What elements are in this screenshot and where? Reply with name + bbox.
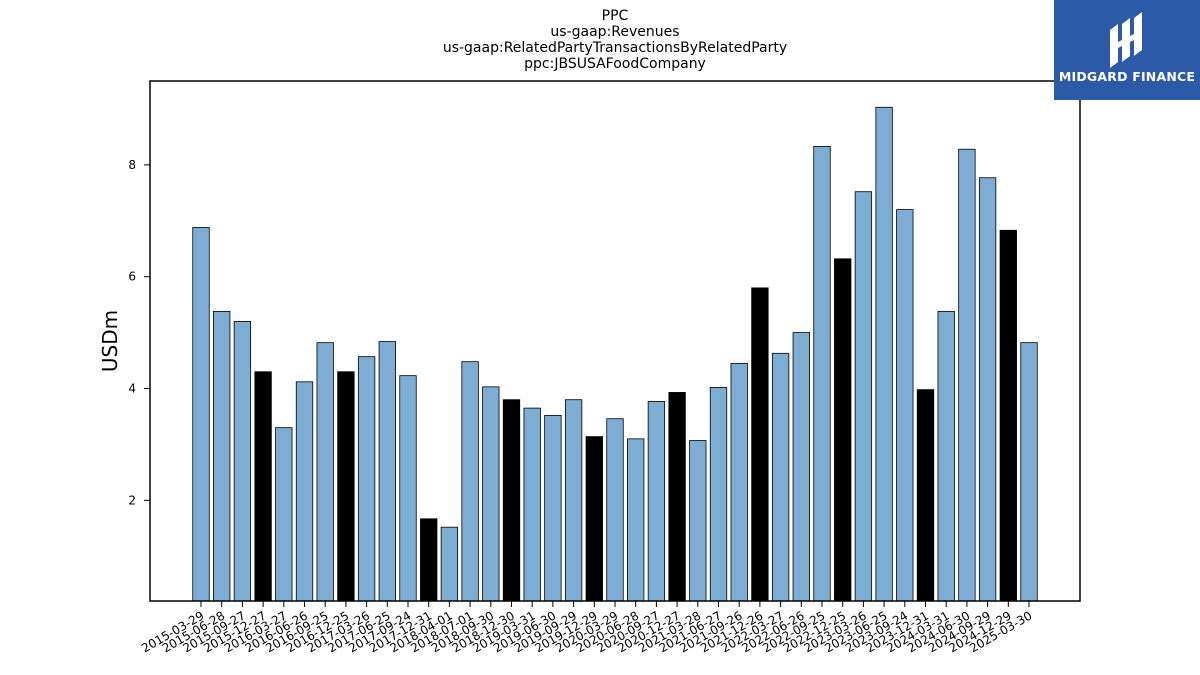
bar-2015-03-29 — [192, 227, 210, 602]
bar-2019-09-29 — [564, 399, 583, 602]
bar-2018-09-30 — [482, 386, 500, 602]
bar-2021-03-28 — [689, 440, 707, 602]
bar-2020-09-27 — [647, 400, 666, 602]
bar-2016-06-26 — [295, 381, 314, 602]
title-line-3: ppc:JBSUSAFoodCompany — [524, 56, 706, 72]
bar-2023-03-26 — [854, 191, 873, 602]
y-axis-ticks: 2 4 6 8 — [128, 158, 150, 507]
bar-2022-09-25 — [813, 146, 831, 602]
logo-text: MIDGARD FINANCE — [1058, 69, 1196, 84]
midgard-finance-logo: MIDGARD FINANCE — [1054, 0, 1200, 100]
bar-2019-03-31 — [523, 407, 541, 602]
bar-2017-12-31 — [420, 518, 438, 602]
bar-2015-09-27 — [233, 321, 252, 602]
bar-2016-03-27 — [275, 427, 293, 602]
y-axis-label: USDm — [98, 310, 122, 372]
bar-2021-09-26 — [730, 362, 748, 602]
bar-2023-09-24 — [896, 209, 914, 602]
bar-2023-12-31 — [916, 389, 935, 602]
bar-2022-03-27 — [771, 352, 790, 602]
bar-2016-09-25 — [316, 342, 334, 602]
y-tick-label: 6 — [128, 270, 136, 284]
bar-2016-12-25 — [337, 371, 355, 602]
bar-2018-12-30 — [502, 399, 521, 602]
bar-2020-06-28 — [627, 438, 645, 602]
chart-title: PPCus-gaap:Revenuesus-gaap:RelatedPartyT… — [443, 8, 787, 72]
bar-2017-09-24 — [399, 375, 417, 602]
bar-2022-12-25 — [834, 258, 852, 602]
y-tick-label: 2 — [128, 493, 136, 507]
bar-2023-06-25 — [875, 106, 893, 602]
bar-2017-03-26 — [357, 356, 376, 602]
bar-2025-03-30 — [1020, 342, 1038, 602]
bar-2017-06-25 — [378, 341, 396, 602]
y-tick-label: 4 — [128, 382, 136, 396]
bars — [192, 106, 1038, 602]
bar-2024-03-31 — [937, 310, 955, 602]
bar-2015-12-27 — [254, 371, 272, 602]
title-line-2: us-gaap:RelatedPartyTransactionsByRelate… — [443, 40, 787, 56]
bar-2019-12-29 — [585, 436, 603, 602]
bar-2015-06-28 — [213, 310, 231, 602]
bar-2021-12-26 — [751, 287, 769, 602]
x-axis-ticks: 2015-03-292015-06-282015-09-272015-12-27… — [139, 601, 1035, 655]
bar-2021-06-27 — [709, 387, 728, 602]
bar-2022-06-26 — [792, 332, 810, 602]
plot-frame — [149, 80, 1081, 602]
bar-2020-12-27 — [668, 392, 686, 602]
bar-2024-06-30 — [958, 148, 976, 602]
bar-2019-06-30 — [544, 414, 562, 602]
bar-2020-03-29 — [606, 418, 624, 602]
title-line-1: us-gaap:Revenues — [550, 24, 679, 40]
bar-2024-12-29 — [999, 229, 1017, 602]
bar-2018-04-01 — [440, 526, 459, 602]
bar-2024-09-29 — [978, 177, 997, 602]
y-tick-label: 8 — [128, 158, 136, 172]
bar-2018-07-01 — [461, 361, 479, 602]
title-line-0: PPC — [602, 8, 629, 24]
logo-mark-icon — [1110, 12, 1142, 68]
